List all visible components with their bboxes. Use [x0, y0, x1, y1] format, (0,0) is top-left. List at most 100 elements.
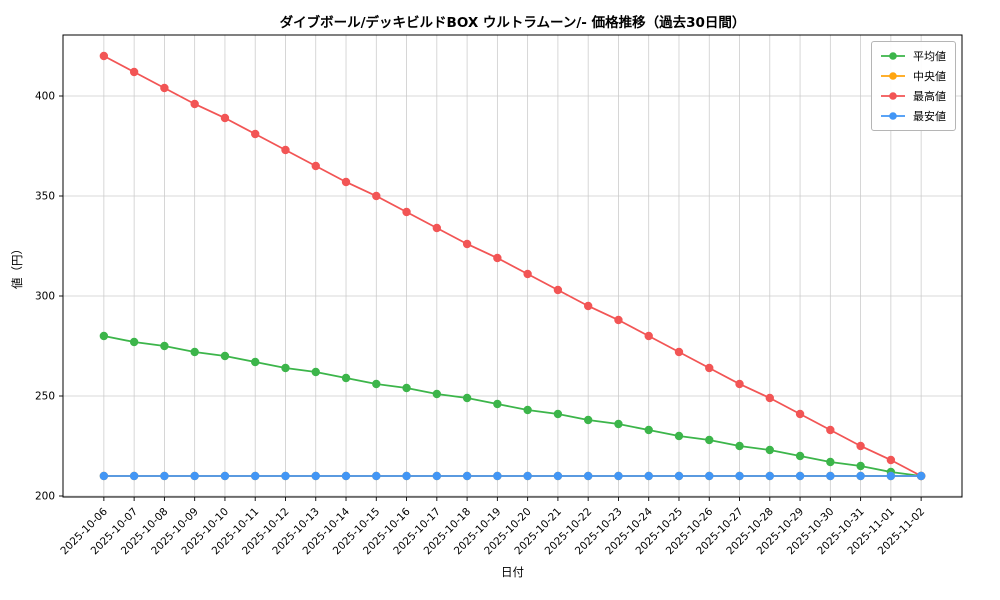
legend-line-icon: [881, 92, 905, 100]
data-point-marker-average: [735, 441, 744, 451]
data-point-marker-max: [795, 409, 805, 419]
data-point-marker-max: [765, 393, 774, 403]
data-point-marker-average: [341, 373, 351, 383]
data-point-marker-min: [614, 471, 623, 481]
data-point-marker-min: [281, 471, 290, 481]
data-point-marker-min: [856, 471, 865, 481]
data-point-marker-average: [826, 457, 835, 467]
data-point-marker-max: [372, 191, 381, 201]
data-point-marker-average: [493, 399, 502, 409]
data-point-marker-max: [886, 455, 896, 465]
data-point-marker-average: [311, 367, 320, 377]
data-point-marker-average: [462, 393, 472, 403]
data-point-marker-max: [705, 363, 714, 373]
data-point-marker-min: [644, 471, 653, 481]
legend-label: 平均値: [913, 50, 946, 63]
legend-marker-icon: [889, 112, 897, 120]
data-point-marker-average: [644, 425, 653, 435]
data-point-marker-max: [432, 223, 442, 233]
data-point-marker-max: [674, 347, 684, 357]
legend-marker-icon: [889, 52, 897, 60]
data-point-marker-average: [583, 415, 593, 425]
data-point-marker-min: [99, 471, 109, 481]
legend-item-min: 最安値: [879, 107, 946, 125]
data-point-marker-average: [281, 363, 290, 373]
data-point-marker-max: [311, 161, 320, 171]
legend-label: 最安値: [913, 110, 946, 123]
data-point-marker-min: [553, 471, 563, 481]
legend-item-average: 平均値: [879, 47, 946, 65]
data-point-marker-min: [251, 471, 260, 481]
data-point-marker-min: [160, 471, 169, 481]
data-point-marker-max: [160, 83, 169, 93]
data-point-marker-min: [493, 471, 502, 481]
data-point-marker-average: [251, 357, 260, 367]
data-point-marker-max: [856, 441, 865, 451]
data-point-marker-min: [311, 471, 320, 481]
data-point-marker-max: [190, 99, 199, 109]
legend-label: 最高値: [913, 90, 946, 103]
data-point-marker-max: [644, 331, 653, 341]
series-line-average: [103, 335, 922, 477]
data-point-marker-max: [826, 425, 835, 435]
data-point-marker-min: [583, 471, 593, 481]
data-point-marker-min: [886, 471, 896, 481]
data-point-marker-min: [674, 471, 684, 481]
legend-line-icon: [881, 52, 905, 60]
data-point-marker-min: [705, 471, 714, 481]
data-point-marker-max: [251, 129, 260, 139]
legend-marker-icon: [889, 92, 897, 100]
chart-title: ダイブボール/デッキビルドBOX ウルトラムーン/- 価格推移（過去30日間）: [279, 15, 746, 31]
data-point-marker-min: [765, 471, 774, 481]
data-point-marker-min: [372, 471, 381, 481]
legend-marker-icon: [889, 72, 897, 80]
data-point-marker-average: [190, 347, 199, 357]
data-point-marker-min: [916, 471, 926, 481]
data-point-marker-max: [99, 51, 109, 61]
data-point-marker-min: [129, 471, 139, 481]
data-point-marker-min: [190, 471, 199, 481]
y-axis-label: 値（円）: [10, 243, 24, 289]
legend-label: 中央値: [913, 70, 946, 83]
data-point-marker-average: [765, 445, 774, 455]
legend-item-median: 中央値: [879, 67, 946, 85]
data-point-marker-average: [795, 451, 805, 461]
data-point-marker-min: [402, 471, 411, 481]
data-point-marker-max: [583, 301, 593, 311]
data-point-marker-min: [432, 471, 442, 481]
data-point-marker-max: [281, 145, 290, 155]
data-point-marker-average: [160, 341, 169, 351]
data-point-marker-max: [402, 207, 411, 217]
data-point-marker-max: [129, 67, 139, 77]
data-point-marker-min: [462, 471, 472, 481]
data-point-marker-min: [220, 471, 230, 481]
y-tick-label: 400: [35, 91, 55, 103]
data-point-marker-min: [826, 471, 835, 481]
data-point-marker-max: [553, 285, 563, 295]
data-point-marker-max: [614, 315, 623, 325]
legend: 平均値中央値最高値最安値: [871, 41, 956, 131]
data-point-marker-average: [372, 379, 381, 389]
data-point-marker-max: [341, 177, 351, 187]
data-point-marker-min: [341, 471, 351, 481]
data-point-marker-average: [705, 435, 714, 445]
data-point-marker-max: [493, 253, 502, 263]
data-point-marker-average: [402, 383, 411, 393]
y-tick-label: 300: [35, 291, 55, 303]
data-point-marker-max: [523, 269, 532, 279]
data-point-marker-max: [220, 113, 230, 123]
data-point-marker-average: [523, 405, 532, 415]
y-tick-label: 350: [35, 191, 55, 203]
data-point-marker-max: [462, 239, 472, 249]
legend-line-icon: [881, 72, 905, 80]
data-point-marker-average: [674, 431, 684, 441]
x-axis-label: 日付: [501, 565, 524, 579]
data-point-marker-min: [523, 471, 532, 481]
data-point-marker-average: [432, 389, 442, 399]
data-point-marker-min: [795, 471, 805, 481]
data-point-marker-average: [99, 331, 109, 341]
data-point-marker-average: [856, 461, 865, 471]
data-point-marker-average: [129, 337, 139, 347]
